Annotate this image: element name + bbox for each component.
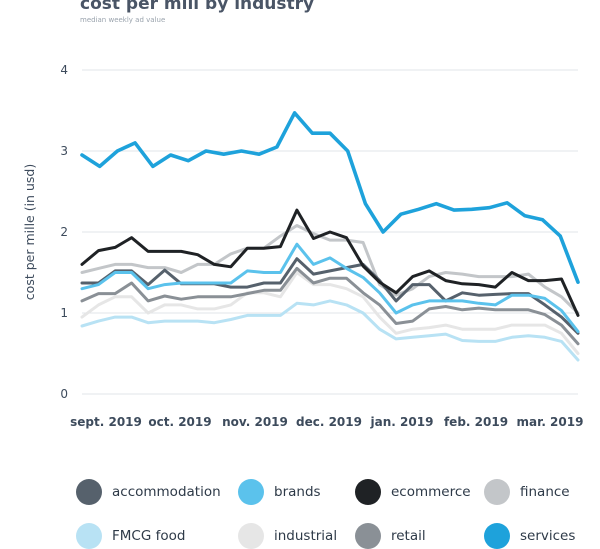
legend-label: retail bbox=[391, 528, 426, 544]
legend-swatch bbox=[355, 479, 381, 505]
y-tick-label: 2 bbox=[60, 225, 68, 239]
x-tick-label: sept. 2019 bbox=[70, 415, 142, 429]
legend-item-ecommerce[interactable]: ecommerce bbox=[355, 479, 471, 505]
series-line-fmcg-food bbox=[80, 299, 580, 362]
legend-label: finance bbox=[520, 484, 570, 500]
legend-swatch bbox=[238, 479, 264, 505]
legend-item-services[interactable]: services bbox=[484, 523, 575, 549]
series-line-ecommerce bbox=[80, 208, 580, 317]
legend-label: accommodation bbox=[112, 484, 221, 500]
legend-swatch bbox=[76, 479, 102, 505]
series-line-brands bbox=[80, 242, 580, 334]
series-line-retail bbox=[80, 266, 580, 346]
legend-swatch bbox=[355, 523, 381, 549]
y-tick-label: 3 bbox=[60, 144, 68, 158]
legend-item-accommodation[interactable]: accommodation bbox=[76, 479, 221, 505]
legend-swatch bbox=[238, 523, 264, 549]
series-lines bbox=[80, 111, 580, 362]
y-tick-label: 0 bbox=[60, 387, 68, 401]
series-line-accommodation bbox=[80, 257, 580, 335]
x-tick-label: jan. 2019 bbox=[370, 415, 434, 429]
y-tick-labels: 0 1 2 3 4 bbox=[60, 63, 68, 401]
legend-swatch bbox=[484, 479, 510, 505]
legend-label: brands bbox=[274, 484, 321, 500]
legend-item-brands[interactable]: brands bbox=[238, 479, 321, 505]
legend-label: industrial bbox=[274, 528, 338, 544]
legend-label: services bbox=[520, 528, 576, 544]
legend-label: FMCG food bbox=[112, 528, 186, 544]
legend-swatch bbox=[76, 523, 102, 549]
legend-item-industrial[interactable]: industrial bbox=[238, 523, 337, 549]
y-tick-label: 4 bbox=[60, 63, 68, 77]
series-line-industrial bbox=[80, 271, 580, 355]
chart-title: cost per mill by industry bbox=[80, 0, 315, 14]
x-tick-labels: sept. 2019 oct. 2019 nov. 2019 dec. 2019 jan… bbox=[70, 415, 583, 429]
x-tick-label: nov. 2019 bbox=[222, 415, 288, 429]
chart-subtitle: median weekly ad value bbox=[80, 16, 166, 24]
y-tick-label: 1 bbox=[60, 306, 68, 320]
series-line-finance bbox=[80, 224, 580, 315]
legend-item-retail[interactable]: retail bbox=[355, 523, 426, 549]
legend-label: ecommerce bbox=[391, 484, 471, 500]
x-tick-label: dec. 2019 bbox=[296, 415, 362, 429]
series-line-services bbox=[80, 111, 580, 285]
x-tick-label: oct. 2019 bbox=[148, 415, 211, 429]
legend-item-fmcg-food[interactable]: FMCG food bbox=[76, 523, 185, 549]
legend-item-finance[interactable]: finance bbox=[484, 479, 570, 505]
y-axis-label: cost per mille (in usd) bbox=[22, 164, 37, 300]
x-tick-label: feb. 2019 bbox=[444, 415, 508, 429]
legend-swatch bbox=[484, 523, 510, 549]
x-tick-label: mar. 2019 bbox=[517, 415, 584, 429]
